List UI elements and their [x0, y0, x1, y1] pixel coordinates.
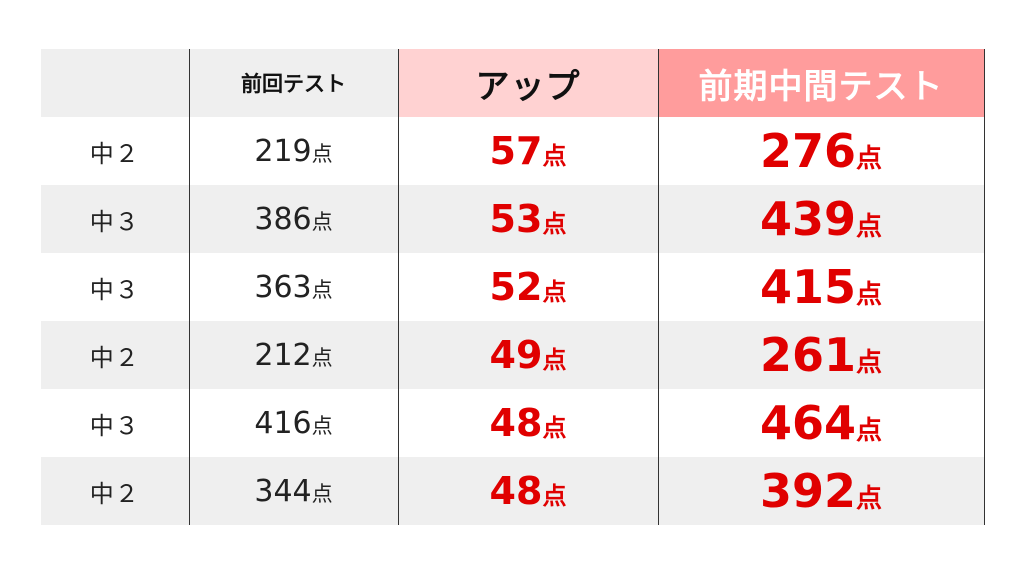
midterm-score-cell: 276点: [658, 117, 985, 185]
header-midterm-test: 前期中間テスト: [658, 49, 985, 117]
previous-score-cell-value: 344: [254, 473, 312, 509]
increase-cell-value: 49: [489, 333, 543, 377]
midterm-score-cell-value: 276: [759, 124, 856, 178]
grade-cell: 中３: [41, 389, 189, 457]
previous-score-cell-unit: 点: [311, 277, 333, 302]
previous-score-cell-value: 363: [254, 269, 312, 305]
increase-cell-unit: 点: [542, 346, 567, 374]
increase-cell: 49点: [398, 321, 659, 389]
increase-cell: 52点: [398, 253, 659, 321]
previous-score-cell-unit: 点: [311, 481, 333, 506]
previous-score-cell-unit: 点: [311, 345, 333, 370]
increase-cell-unit: 点: [542, 142, 567, 170]
increase-cell: 48点: [398, 457, 659, 525]
header-row: 前回テスト アップ 前期中間テスト: [41, 49, 985, 117]
previous-score-cell-unit: 点: [311, 209, 333, 234]
increase-cell: 48点: [398, 389, 659, 457]
previous-score-cell-value: 212: [254, 337, 312, 373]
grade-cell: 中３: [41, 185, 189, 253]
midterm-score-cell-value: 439: [759, 192, 856, 246]
previous-score-cell-unit: 点: [311, 413, 333, 438]
previous-score-cell-value: 219: [254, 133, 312, 169]
previous-score-cell-unit: 点: [311, 141, 333, 166]
increase-cell: 57点: [398, 117, 659, 185]
score-table: 前回テスト アップ 前期中間テスト 中２ 219点 57点 276点 中３ 386点 53点…: [41, 49, 985, 525]
previous-score-cell: 386点: [188, 185, 399, 253]
grade-cell: 中２: [41, 457, 189, 525]
increase-cell-value: 48: [489, 401, 543, 445]
previous-score-cell: 363点: [188, 253, 399, 321]
midterm-score-cell-unit: 点: [856, 280, 883, 310]
midterm-score-cell-value: 261: [759, 328, 856, 382]
increase-cell-value: 57: [489, 129, 543, 173]
grade-cell: 中２: [41, 117, 189, 185]
increase-cell-value: 53: [489, 197, 543, 241]
increase-cell-value: 52: [489, 265, 543, 309]
midterm-score-cell: 392点: [658, 457, 985, 525]
previous-score-cell: 219点: [188, 117, 399, 185]
previous-score-cell: 344点: [188, 457, 399, 525]
midterm-score-cell: 464点: [658, 389, 985, 457]
grade-cell: 中３: [41, 253, 189, 321]
header-previous-test: 前回テスト: [189, 49, 399, 117]
midterm-score-cell: 261点: [658, 321, 985, 389]
table-row: 中３ 363点 52点 415点: [41, 253, 985, 321]
increase-cell-unit: 点: [542, 414, 567, 442]
midterm-score-cell: 415点: [658, 253, 985, 321]
midterm-score-cell-unit: 点: [856, 416, 883, 446]
midterm-score-cell-value: 415: [759, 260, 856, 314]
midterm-score-cell-unit: 点: [856, 484, 883, 514]
previous-score-cell: 416点: [188, 389, 399, 457]
increase-cell: 53点: [398, 185, 659, 253]
previous-score-cell-value: 416: [254, 405, 312, 441]
increase-cell-unit: 点: [542, 482, 567, 510]
increase-cell-unit: 点: [542, 278, 567, 306]
midterm-score-cell: 439点: [658, 185, 985, 253]
midterm-score-cell-unit: 点: [856, 348, 883, 378]
table-row: 中２ 212点 49点 261点: [41, 321, 985, 389]
header-grade: [41, 49, 190, 117]
table-row: 中３ 386点 53点 439点: [41, 185, 985, 253]
midterm-score-cell-value: 464: [759, 396, 856, 450]
table-row: 中３ 416点 48点 464点: [41, 389, 985, 457]
grade-cell: 中２: [41, 321, 189, 389]
header-increase: アップ: [398, 49, 659, 117]
table-row: 中２ 219点 57点 276点: [41, 117, 985, 185]
previous-score-cell: 212点: [188, 321, 399, 389]
previous-score-cell-value: 386: [254, 201, 312, 237]
midterm-score-cell-value: 392: [759, 464, 856, 518]
table-row: 中２ 344点 48点 392点: [41, 457, 985, 525]
increase-cell-unit: 点: [542, 210, 567, 238]
increase-cell-value: 48: [489, 469, 543, 513]
midterm-score-cell-unit: 点: [856, 144, 883, 174]
midterm-score-cell-unit: 点: [856, 212, 883, 242]
